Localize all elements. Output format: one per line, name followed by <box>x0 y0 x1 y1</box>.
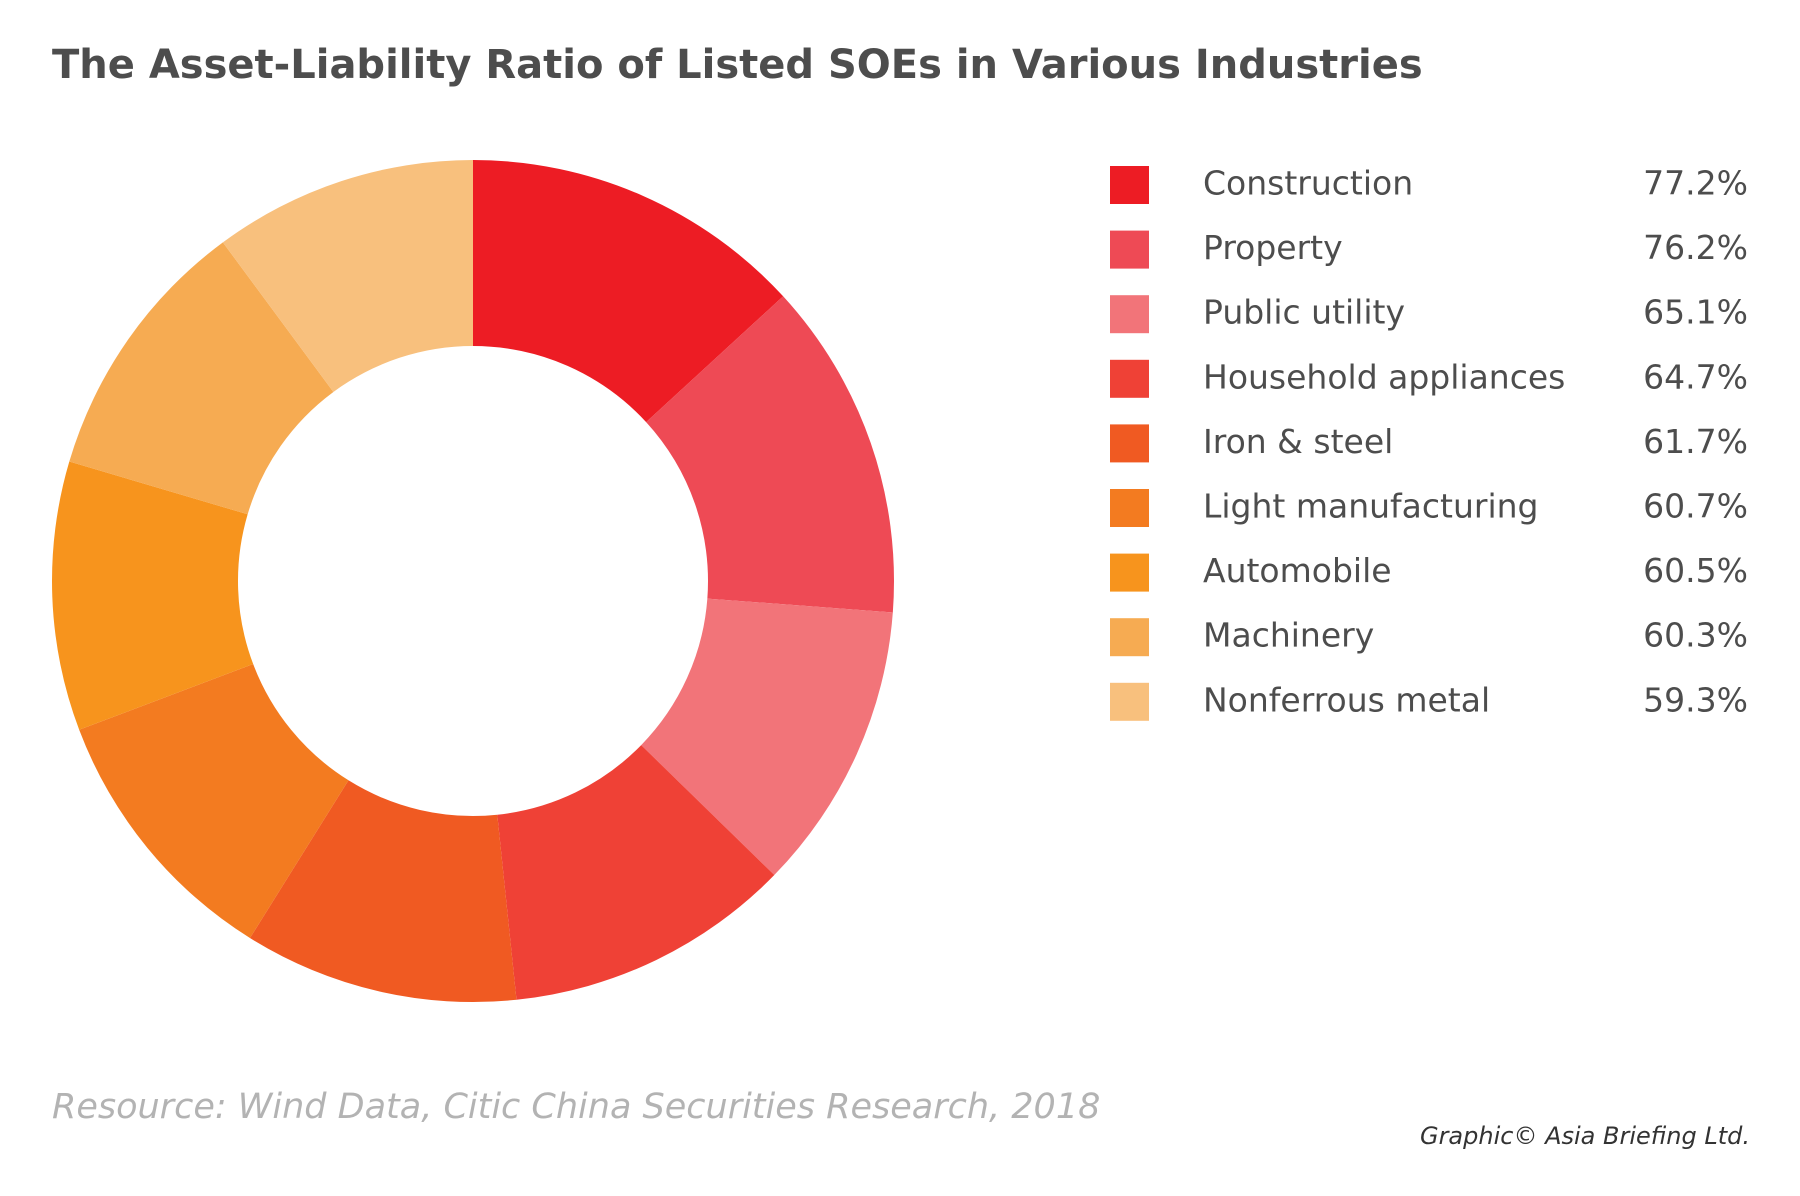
legend-value: 77.2% <box>1643 164 1748 203</box>
legend-swatch <box>1110 489 1149 527</box>
legend-value: 76.2% <box>1643 228 1748 267</box>
donut-slice <box>51 461 254 730</box>
legend-swatch <box>1110 359 1149 398</box>
legend-value: 61.7% <box>1643 422 1748 461</box>
donut-slice <box>249 780 517 1003</box>
legend-swatch <box>1110 230 1149 269</box>
legend-value: 60.7% <box>1643 487 1748 526</box>
source-note: Resource: Wind Data, Citic China Securit… <box>52 1087 1100 1127</box>
legend-value: 60.3% <box>1643 616 1748 655</box>
legend-value: 65.1% <box>1643 293 1748 332</box>
donut-slice <box>646 296 895 613</box>
legend-label: Nonferrous metal <box>1203 680 1490 719</box>
legend-swatch <box>1110 166 1149 204</box>
legend-label: Iron & steel <box>1203 422 1393 461</box>
credit: Graphic© Asia Briefing Ltd. <box>1420 1122 1750 1150</box>
donut-slice <box>79 664 349 939</box>
legend-label: Construction <box>1203 164 1413 203</box>
donut-slice <box>497 745 775 1000</box>
legend-swatch <box>1110 295 1149 334</box>
legend-label: Property <box>1203 228 1343 267</box>
chart-title: The Asset-Liability Ratio of Listed SOEs… <box>52 42 1423 88</box>
donut-slice <box>222 160 473 392</box>
donut-slice <box>69 242 334 515</box>
legend-swatch <box>1110 618 1149 657</box>
legend-value: 60.5% <box>1643 551 1748 590</box>
legend-value: 64.7% <box>1643 357 1748 396</box>
legend-swatch <box>1110 424 1149 463</box>
donut-slice <box>641 598 893 876</box>
legend-swatch <box>1110 553 1149 592</box>
legend-label: Automobile <box>1203 551 1392 590</box>
legend-swatch <box>1110 682 1149 721</box>
legend-label: Public utility <box>1203 293 1405 332</box>
legend-value: 59.3% <box>1643 680 1748 719</box>
donut-slice <box>473 160 784 423</box>
legend-label: Machinery <box>1203 616 1374 655</box>
legend-label: Household appliances <box>1203 357 1565 396</box>
legend-label: Light manufacturing <box>1203 487 1538 526</box>
